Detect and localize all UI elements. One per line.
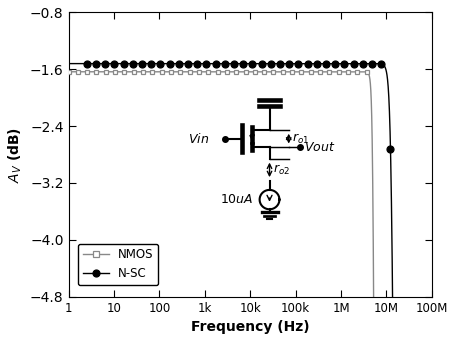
Y-axis label: $A_V$ (dB): $A_V$ (dB) [7, 127, 25, 182]
X-axis label: Frequency (Hz): Frequency (Hz) [191, 320, 309, 334]
Legend: NMOS, N-SC: NMOS, N-SC [78, 244, 158, 285]
